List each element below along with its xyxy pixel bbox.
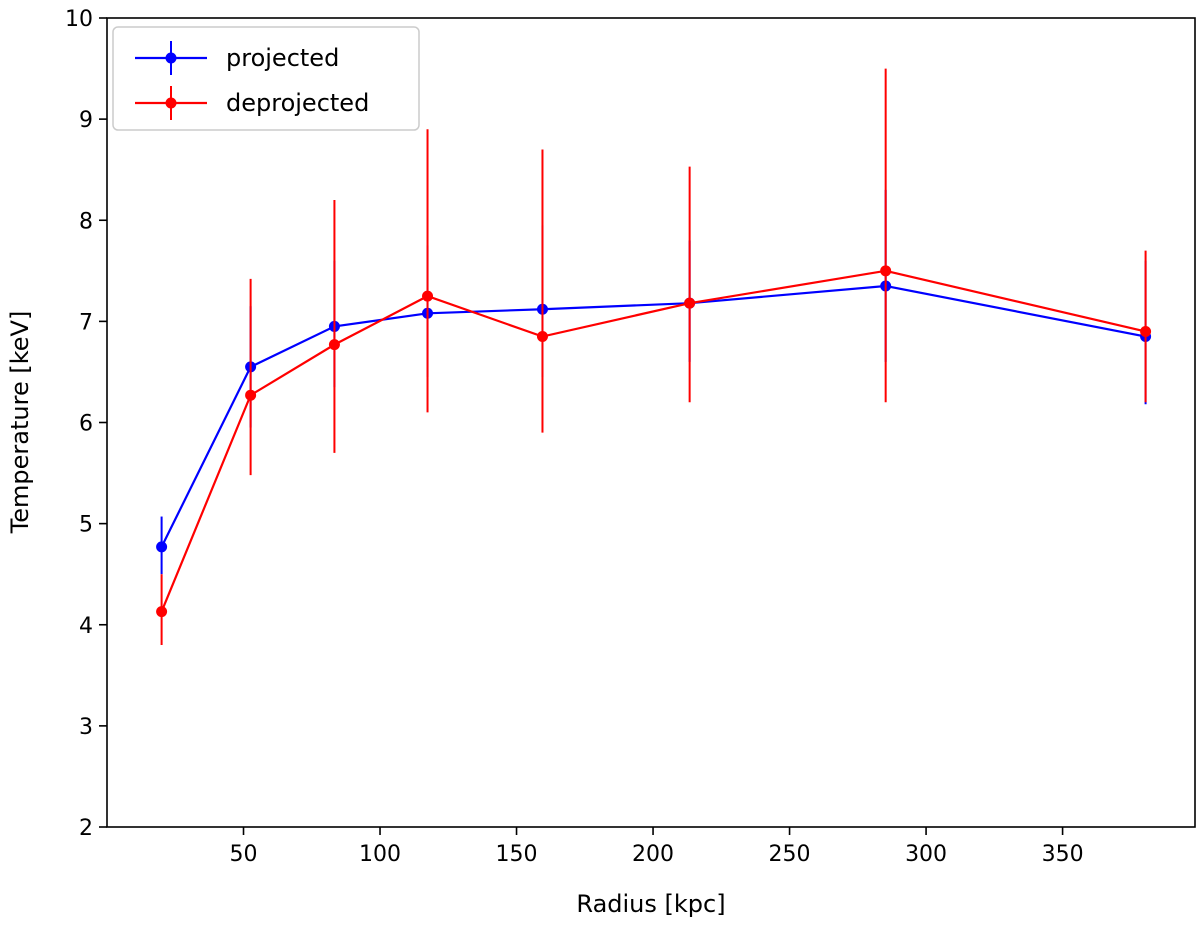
x-tick-label: 200: [632, 842, 674, 867]
y-tick-label: 6: [79, 412, 93, 437]
x-axis-ticks: 50 100 150 200 250 300 350: [230, 827, 1084, 867]
x-tick-label: 100: [359, 842, 401, 867]
y-tick-label: 5: [79, 513, 93, 538]
y-tick-label: 2: [79, 816, 93, 841]
data-point: [422, 290, 434, 302]
data-marks: [156, 68, 1152, 645]
x-tick-label: 300: [905, 842, 947, 867]
y-tick-label: 10: [65, 7, 93, 32]
data-point: [536, 331, 548, 343]
legend-marker: [165, 97, 177, 109]
plot-frame: [106, 17, 1196, 828]
y-axis-label: Temperature [keV]: [6, 311, 34, 535]
y-tick-label: 7: [79, 310, 93, 335]
series-line: [160, 284, 1146, 548]
legend: projected deprojected: [112, 26, 420, 131]
data-point: [684, 297, 696, 309]
legend-label: projected: [226, 44, 339, 72]
y-axis-ticks: 2 3 4 5 6 7 8 9 10: [65, 7, 107, 841]
series-projected: [156, 189, 1152, 575]
data-point: [156, 541, 168, 553]
series-line: [160, 269, 1146, 613]
y-tick-label: 3: [79, 715, 93, 740]
y-tick-label: 9: [79, 108, 93, 133]
series-deprojected: [156, 68, 1152, 645]
x-tick-label: 150: [496, 842, 538, 867]
data-point: [1140, 325, 1152, 337]
data-point: [156, 606, 168, 618]
x-axis-label: Radius [kpc]: [576, 890, 725, 918]
data-point: [328, 339, 340, 351]
x-tick-label: 350: [1042, 842, 1084, 867]
data-point: [245, 389, 257, 401]
x-tick-label: 250: [769, 842, 811, 867]
y-tick-label: 8: [79, 209, 93, 234]
x-tick-label: 50: [230, 842, 258, 867]
data-point: [880, 265, 892, 277]
legend-box: [112, 26, 420, 131]
legend-label: deprojected: [226, 89, 369, 117]
legend-marker: [165, 52, 177, 64]
y-tick-label: 4: [79, 614, 93, 639]
